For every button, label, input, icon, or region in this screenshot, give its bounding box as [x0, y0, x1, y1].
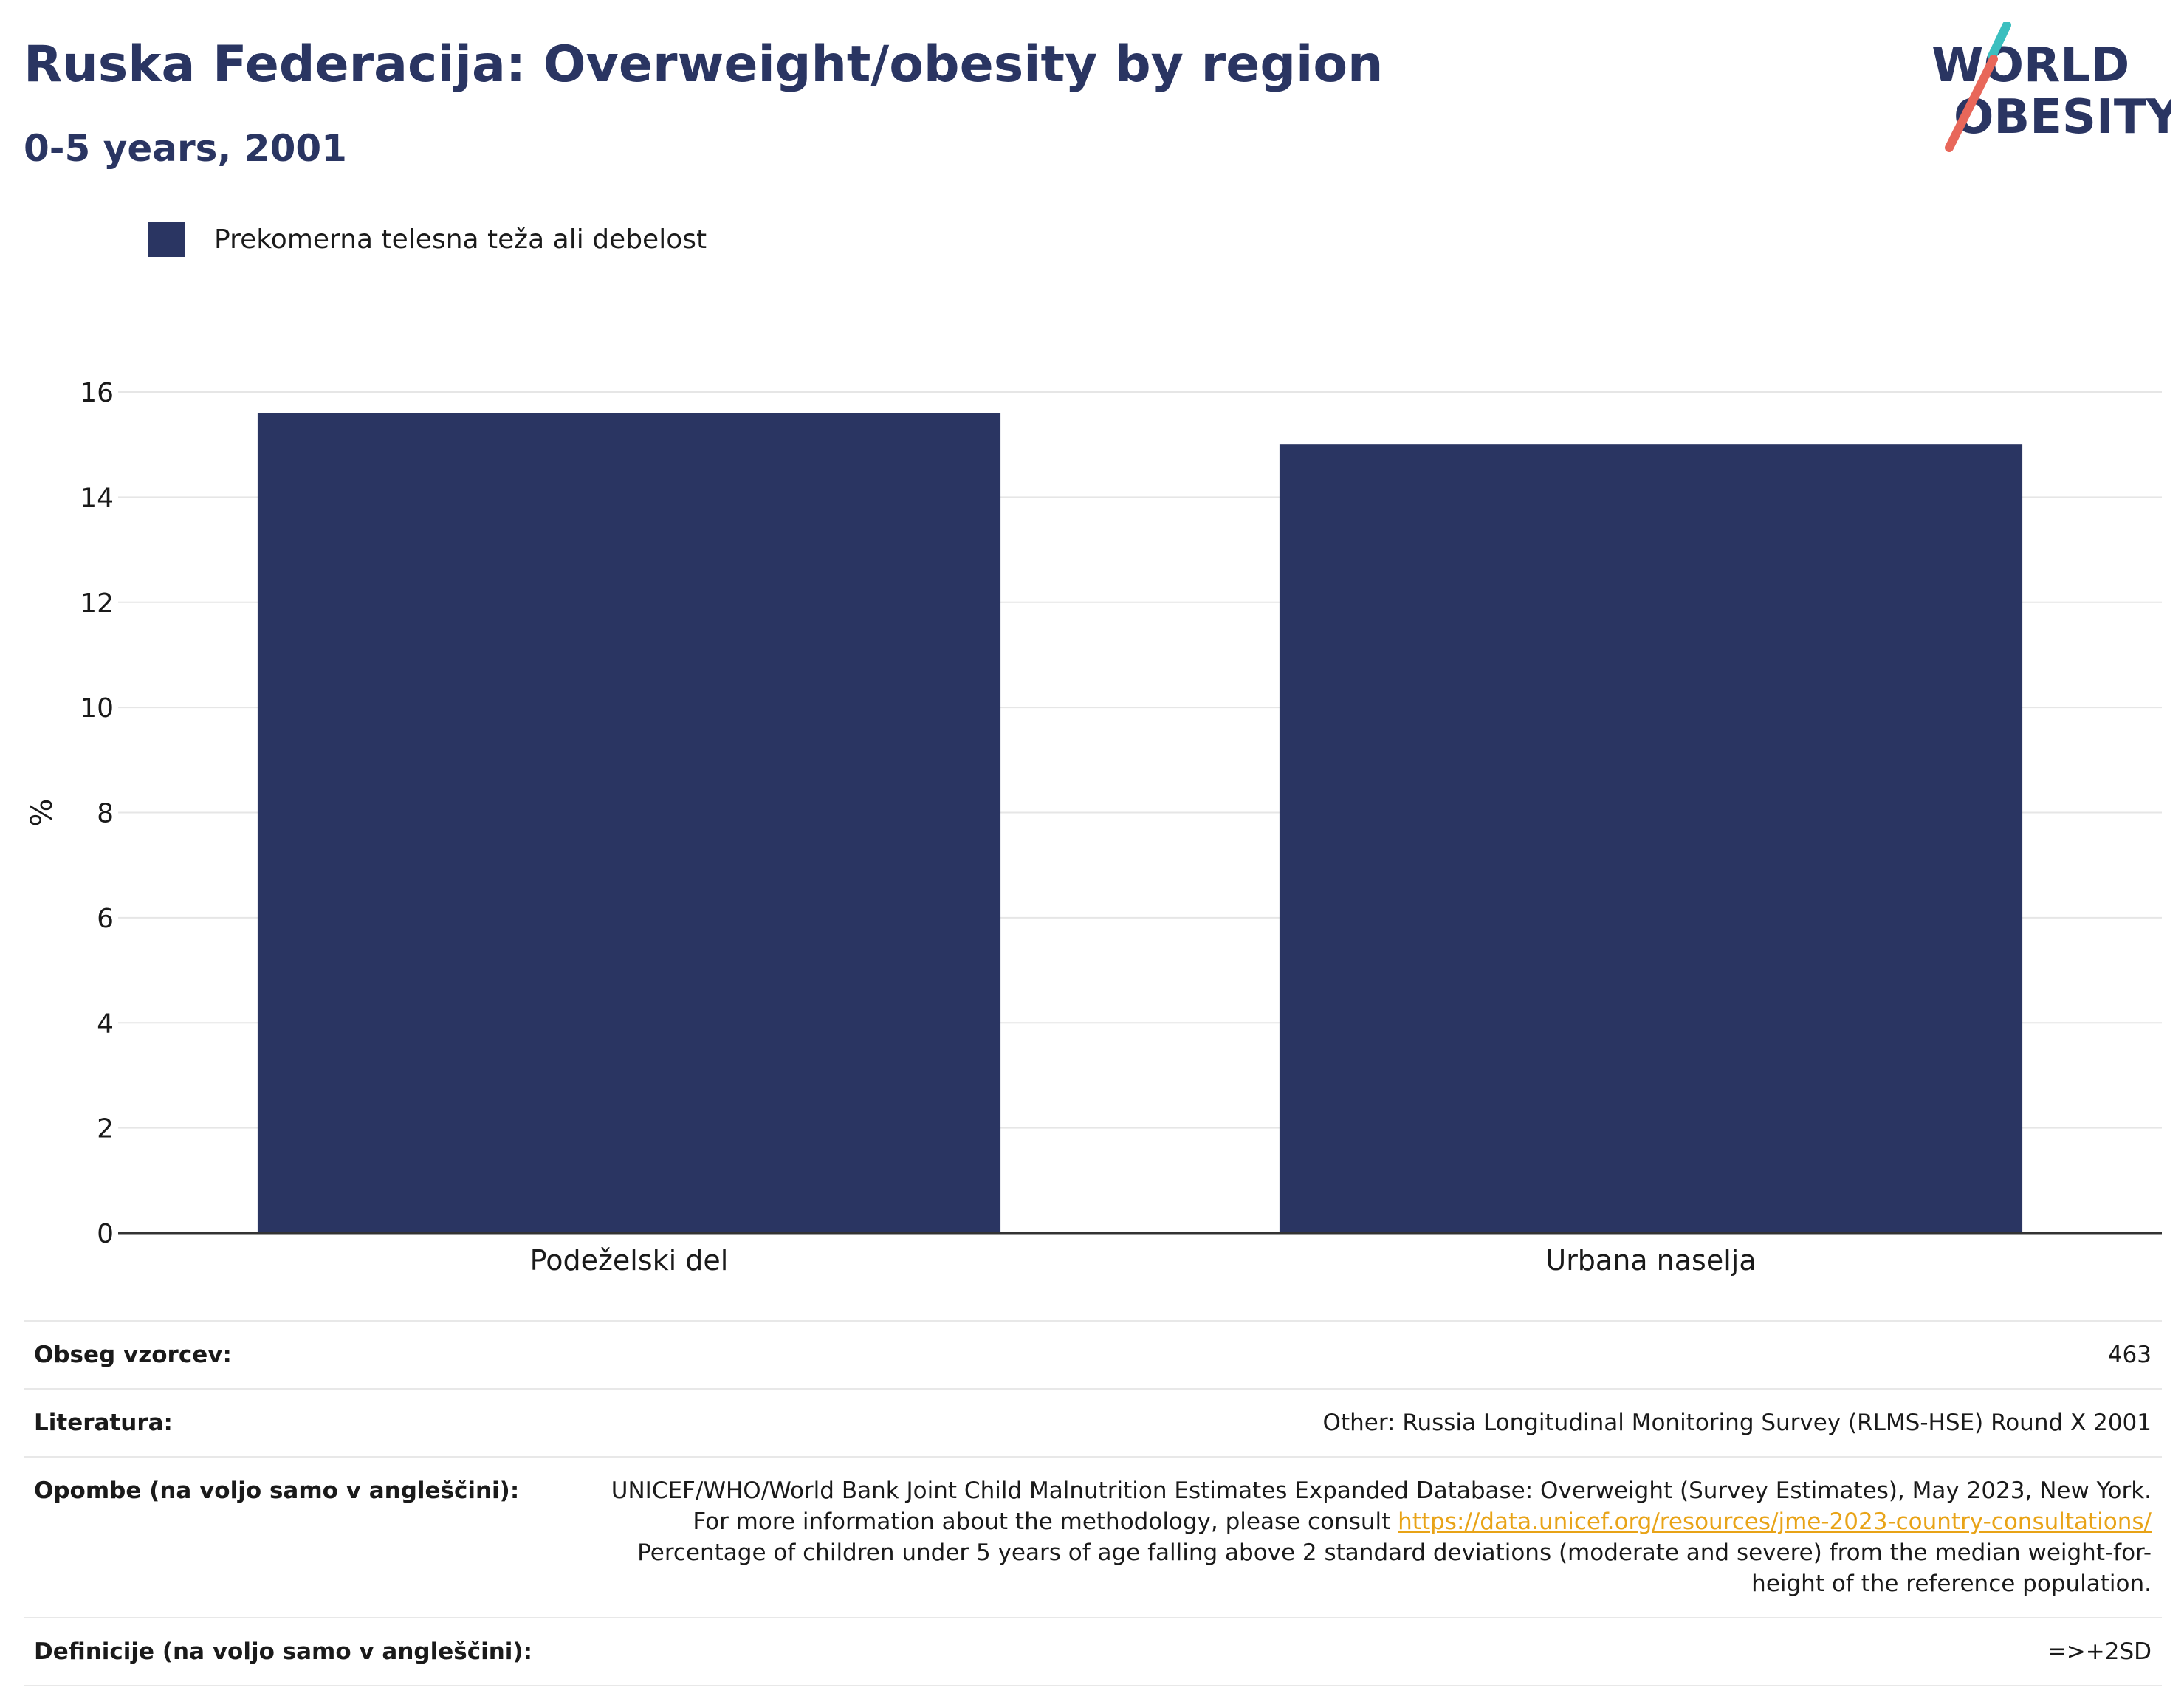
literature-value: Other: Russia Longitudinal Monitoring Su… [561, 1388, 2162, 1458]
sample-size-label: Obseg vzorcev: [24, 1320, 561, 1390]
logo-slash-teal [1988, 22, 2011, 61]
chart-subtitle: 0-5 years, 2001 [24, 127, 347, 170]
logo-line1: WORLD [1931, 38, 2129, 93]
notes-label: Opombe (na voljo samo v angleščini): [24, 1456, 561, 1618]
y-tick-label: 8 [97, 799, 114, 829]
notes-value: UNICEF/WHO/World Bank Joint Child Malnut… [561, 1456, 2162, 1618]
notes-row: Opombe (na voljo samo v angleščini): UNI… [24, 1456, 2162, 1618]
y-tick-label: 16 [80, 378, 114, 408]
chart-title: Ruska Federacija: Overweight/obesity by … [24, 35, 1384, 94]
x-category-label: Urbana naselja [1545, 1244, 1756, 1277]
legend-label: Prekomerna telesna teža ali debelost [214, 224, 707, 255]
notes-link[interactable]: https://data.unicef.org/resources/jme-20… [1398, 1508, 2152, 1535]
metadata-table: Obseg vzorcev: 463 Literatura: Other: Ru… [24, 1320, 2162, 1686]
y-tick-label: 10 [80, 693, 114, 724]
sample-size-value: 463 [561, 1320, 2162, 1390]
logo-slash-red [1945, 55, 1998, 152]
y-tick-label: 4 [97, 1009, 114, 1039]
definitions-label: Definicije (na voljo samo v angleščini): [24, 1617, 561, 1686]
y-axis-label: % [25, 798, 59, 826]
legend-swatch [148, 222, 185, 257]
literature-label: Literatura: [24, 1388, 561, 1458]
y-tick-label: 2 [97, 1114, 114, 1144]
bar [1279, 444, 2023, 1233]
y-tick-label: 14 [80, 483, 114, 513]
sample-size-row: Obseg vzorcev: 463 [24, 1320, 2162, 1390]
literature-row: Literatura: Other: Russia Longitudinal M… [24, 1388, 2162, 1458]
logo-line2: OBESITY [1954, 90, 2171, 145]
definitions-row: Definicije (na voljo samo v angleščini):… [24, 1617, 2162, 1686]
notes-text-1: UNICEF/WHO/World Bank Joint Child Malnut… [611, 1477, 2152, 1535]
x-category-label: Podeželski del [530, 1244, 729, 1277]
definitions-value: =>+2SD [561, 1617, 2162, 1686]
y-tick-label: 6 [97, 904, 114, 934]
bar [257, 413, 1001, 1233]
world-obesity-logo: WORLD OBESITY [1931, 22, 2171, 152]
notes-text-2: Percentage of children under 5 years of … [637, 1539, 2152, 1597]
bar-chart: 0 2 4 6 8 10 12 14 16% Podeželski del Urbana nasel… [25, 378, 2162, 1277]
y-tick-label: 12 [80, 588, 114, 619]
y-tick-label: 0 [97, 1219, 114, 1249]
legend: Prekomerna telesna teža ali debelost [148, 220, 707, 258]
